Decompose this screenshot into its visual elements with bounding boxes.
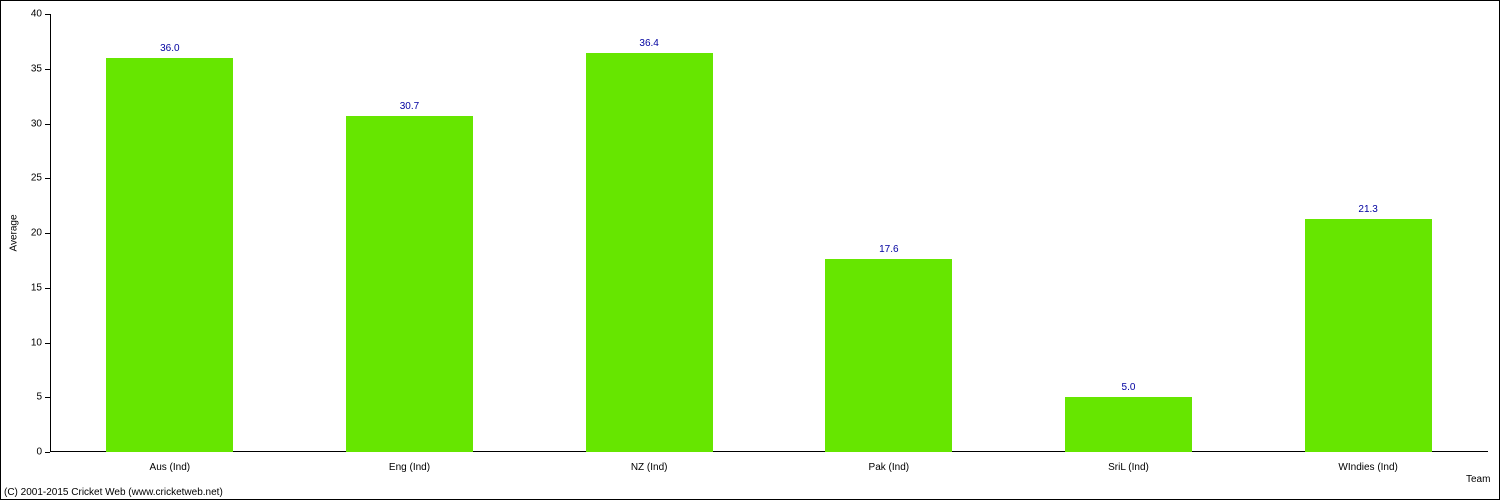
y-tick-label: 25 — [31, 173, 42, 184]
y-tick-label: 35 — [31, 63, 42, 74]
bar: 5.0 — [1065, 397, 1192, 452]
y-tick-label: 0 — [36, 447, 42, 458]
y-tick — [45, 178, 50, 179]
bar-value-label: 5.0 — [1122, 382, 1136, 393]
x-tick-label: SriL (Ind) — [1108, 462, 1149, 473]
bar: 36.4 — [586, 53, 713, 452]
y-tick-label: 20 — [31, 228, 42, 239]
y-tick — [45, 343, 50, 344]
bar-value-label: 17.6 — [879, 244, 898, 255]
y-tick — [45, 69, 50, 70]
bar: 21.3 — [1305, 219, 1432, 452]
y-tick — [45, 124, 50, 125]
y-tick-label: 10 — [31, 337, 42, 348]
y-tick-label: 5 — [36, 392, 42, 403]
bar: 36.0 — [106, 58, 233, 452]
x-tick-label: Pak (Ind) — [869, 462, 910, 473]
y-tick — [45, 14, 50, 15]
y-axis-title: Average — [9, 214, 20, 251]
bar: 30.7 — [346, 116, 473, 452]
y-tick — [45, 233, 50, 234]
y-axis-line — [50, 14, 51, 452]
x-tick-label: Eng (Ind) — [389, 462, 430, 473]
copyright-text: (C) 2001-2015 Cricket Web (www.cricketwe… — [4, 487, 223, 498]
y-tick-label: 40 — [31, 9, 42, 20]
plot-area: 0510152025303540 36.030.736.417.65.021.3… — [50, 14, 1488, 452]
x-tick-label: NZ (Ind) — [631, 462, 668, 473]
y-tick-label: 30 — [31, 118, 42, 129]
bar-value-label: 36.4 — [639, 38, 658, 49]
y-tick — [45, 397, 50, 398]
bar-value-label: 30.7 — [400, 101, 419, 112]
bar: 17.6 — [825, 259, 952, 452]
y-tick — [45, 452, 50, 453]
x-tick-label: Aus (Ind) — [150, 462, 191, 473]
bar-value-label: 21.3 — [1358, 204, 1377, 215]
x-axis-title: Team — [1466, 474, 1490, 485]
y-tick — [45, 288, 50, 289]
x-tick-label: WIndies (Ind) — [1338, 462, 1397, 473]
bar-value-label: 36.0 — [160, 43, 179, 54]
x-axis-line — [50, 451, 1488, 452]
y-tick-label: 15 — [31, 282, 42, 293]
